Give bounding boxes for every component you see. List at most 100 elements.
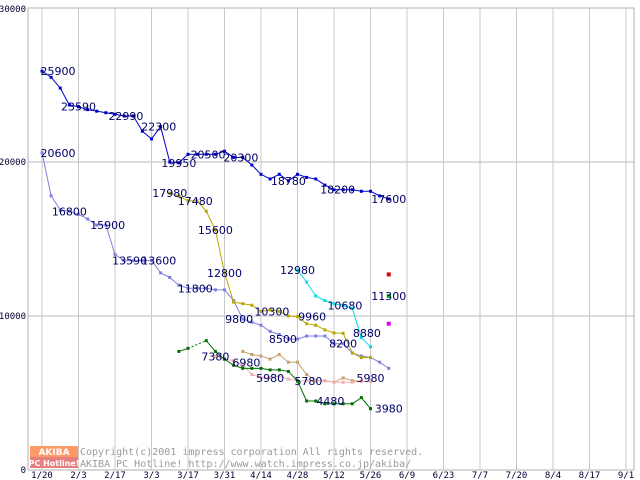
series-pink-point xyxy=(277,374,281,378)
series-tan-segment xyxy=(251,354,262,357)
x-tick-label: 3/17 xyxy=(177,471,199,480)
series-olive-segment xyxy=(205,211,216,230)
series-cyan-segment xyxy=(315,295,326,302)
x-tick-label: 5/12 xyxy=(323,471,345,480)
series-pink-point xyxy=(305,379,309,383)
series-second-point xyxy=(378,360,382,364)
series-olive-segment xyxy=(352,352,362,359)
series-tan-segment xyxy=(269,354,280,360)
series-top-point xyxy=(268,177,272,181)
series-second-point xyxy=(296,337,299,341)
data-label: 13600 xyxy=(141,255,176,268)
series-olive-segment xyxy=(342,333,353,354)
series-second-point xyxy=(341,342,345,346)
series-top-point xyxy=(58,86,62,90)
data-label: 8880 xyxy=(353,327,381,340)
series-cyan-point xyxy=(341,304,345,308)
series-second-point xyxy=(150,259,153,263)
series-tan-segment xyxy=(306,374,317,382)
series-olive-point xyxy=(305,322,309,326)
x-tick-label: 2/17 xyxy=(104,471,126,480)
series-olive-point xyxy=(177,194,181,198)
series-green-point xyxy=(314,399,318,403)
x-axis-ticks: 1/20 2/3 2/17 3/3 3/17 3/31 4/14 4/28 5/12 5/26 6/… xyxy=(31,471,634,480)
series-second-segment xyxy=(242,318,253,323)
x-tick-label: 6/23 xyxy=(433,471,455,480)
data-label: 7380 xyxy=(201,350,229,363)
series-tan-point xyxy=(250,353,254,356)
series-olive-point xyxy=(286,314,290,318)
series-top-segment xyxy=(278,173,289,182)
series-pink-point xyxy=(259,376,263,380)
series-tan-point xyxy=(277,353,281,356)
series-cyan-point xyxy=(296,268,299,272)
series-green-point xyxy=(241,366,245,370)
series-pink-point xyxy=(341,380,345,384)
series-top-segment xyxy=(132,115,143,132)
series-top-segment xyxy=(114,113,125,117)
series-top-point xyxy=(204,152,208,156)
series-top-point xyxy=(232,155,236,159)
series-olive-point xyxy=(241,302,245,306)
series-green-point xyxy=(350,402,354,406)
x-tick-label: 3/3 xyxy=(143,471,159,480)
data-label: 17480 xyxy=(178,195,213,208)
series-pink-point xyxy=(268,376,272,380)
series-top-segment xyxy=(306,176,316,180)
series-olive-segment xyxy=(196,200,207,212)
series-tan-segment xyxy=(242,350,253,355)
data-label: 22990 xyxy=(108,110,143,123)
series-second-point xyxy=(277,332,281,336)
series-green-segment xyxy=(178,347,189,352)
series-cyan-point xyxy=(314,294,318,298)
series-second-point xyxy=(86,217,90,221)
series-olive-segment xyxy=(214,229,225,273)
series-olive-point xyxy=(186,199,190,203)
series-top-segment xyxy=(41,70,52,78)
series-olive-segment xyxy=(306,323,316,326)
series-second-segment xyxy=(169,277,180,286)
series-cyan-segment xyxy=(333,303,344,307)
series-green-point xyxy=(341,402,345,406)
series-pink-point xyxy=(359,379,363,383)
data-label: 8200 xyxy=(329,338,357,351)
series-top-point xyxy=(223,149,226,153)
series-pink-segment xyxy=(324,380,335,383)
series-pink-segment xyxy=(215,355,225,360)
series-olive-point xyxy=(323,328,327,332)
series-green-segment xyxy=(360,397,371,410)
data-label: 18200 xyxy=(320,184,355,197)
series-top-point xyxy=(77,105,80,109)
series-second-segment xyxy=(260,324,271,332)
series-second-segment xyxy=(178,284,189,289)
data-label: 16800 xyxy=(52,205,87,218)
series-pink-point xyxy=(350,380,354,384)
series-top-segment xyxy=(151,126,162,140)
series-green-point xyxy=(296,379,299,383)
series-top-point xyxy=(131,114,135,118)
series-olive-segment xyxy=(178,195,189,202)
isolated-point xyxy=(386,293,391,298)
series-green-segment xyxy=(215,351,225,360)
series-second-segment xyxy=(379,361,390,369)
series-olive-segment xyxy=(270,309,280,312)
series-second-point xyxy=(241,317,245,321)
series-top-point xyxy=(140,129,144,133)
series-green-point xyxy=(369,407,372,411)
series-pink-segment xyxy=(251,374,262,379)
series-pink-point xyxy=(241,363,245,367)
data-label: 12800 xyxy=(207,267,242,280)
series-cyan-point xyxy=(350,306,354,310)
series-pink-point xyxy=(250,373,254,377)
series-top-segment xyxy=(269,173,280,180)
series-olive-point xyxy=(277,309,281,313)
series-second-point xyxy=(314,334,318,338)
series-top-segment xyxy=(105,112,116,115)
series-second-segment xyxy=(105,224,116,255)
data-label: 15600 xyxy=(198,224,233,237)
series-top-point xyxy=(305,175,309,179)
series-second-segment xyxy=(342,343,353,354)
data-label: 6980 xyxy=(232,357,260,370)
series-olive-segment xyxy=(242,303,252,306)
series-pink-point xyxy=(369,379,372,383)
